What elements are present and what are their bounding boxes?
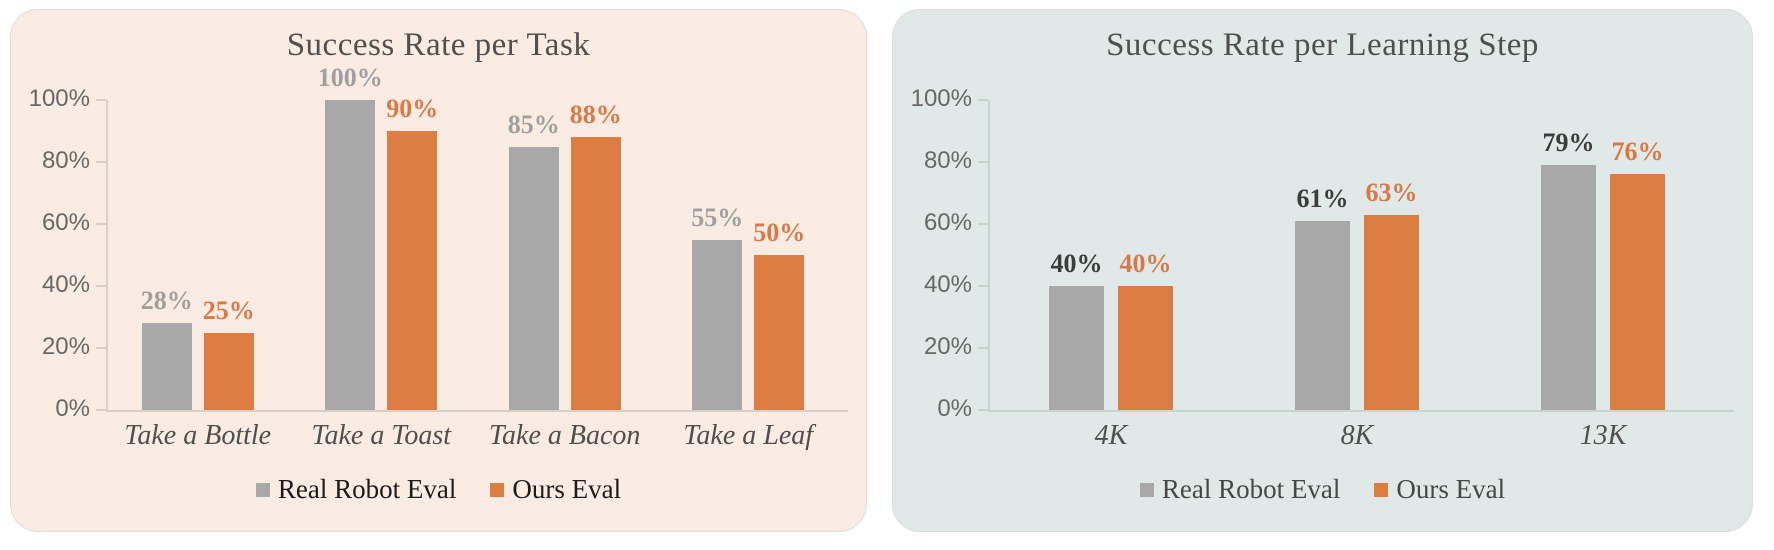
bar: 40% xyxy=(1049,249,1104,410)
y-tick-label: 100% xyxy=(28,85,90,112)
legend-item: Ours Eval xyxy=(1374,474,1505,505)
y-tick-label: 40% xyxy=(923,271,972,298)
legend-swatch-icon xyxy=(1139,482,1154,497)
y-tick-mark xyxy=(96,409,106,411)
y-tick-mark xyxy=(978,409,988,411)
bar: 28% xyxy=(141,286,193,410)
plot-region: 0% 20% 40% 60% 80% 100% 28% 25% 100% 90% 85% 88% 55… xyxy=(11,63,866,422)
bar: 61% xyxy=(1295,184,1350,410)
bar: 63% xyxy=(1364,178,1419,410)
x-category-label: Take a Leaf xyxy=(683,420,814,451)
y-tick-label: 60% xyxy=(41,209,90,236)
bar: 88% xyxy=(570,100,622,410)
y-tick-mark xyxy=(978,347,988,349)
bar: 55% xyxy=(691,203,743,410)
bar: 79% xyxy=(1541,128,1596,410)
legend-label: Real Robot Eval xyxy=(1161,474,1341,504)
legend-swatch-icon xyxy=(490,482,505,497)
legend-label: Ours Eval xyxy=(512,474,622,504)
chart-title: Success Rate per Learning Step xyxy=(1106,27,1539,63)
y-axis: 0% 20% 40% 60% 80% 100% xyxy=(11,85,106,422)
plot-area: 40% 40% 61% 63% 79% 76% xyxy=(988,100,1734,412)
bar-value-label: 55% xyxy=(691,202,744,232)
legend-swatch-icon xyxy=(255,482,270,497)
y-axis-line xyxy=(988,100,990,412)
bar-value-label: 50% xyxy=(753,218,806,247)
y-tick-label: 100% xyxy=(910,85,972,112)
bar-group: 100% 90% xyxy=(290,63,474,410)
bar: 85% xyxy=(508,110,560,410)
y-tick-mark xyxy=(96,161,106,163)
x-category-label: Take a Bottle xyxy=(124,420,272,451)
bar: 100% xyxy=(318,63,383,410)
bar-groups: 40% 40% 61% 63% 79% 76% xyxy=(988,100,1726,410)
bar-value-label: 40% xyxy=(1050,249,1103,278)
bar-value-label: 88% xyxy=(569,100,622,130)
y-tick-label: 20% xyxy=(923,333,972,360)
bar-group: 61% 63% xyxy=(1234,178,1480,410)
bar-group: 85% 88% xyxy=(473,100,657,410)
bar-group: 40% 40% xyxy=(988,249,1234,410)
legend-label: Real Robot Eval xyxy=(277,474,457,504)
bar-value-label: 90% xyxy=(386,94,439,123)
x-category-label: 13K xyxy=(1579,420,1627,451)
x-category-label: 8K xyxy=(1340,420,1374,451)
bar: 40% xyxy=(1118,249,1173,410)
y-tick-mark xyxy=(978,99,988,101)
y-tick-label: 0% xyxy=(937,395,972,422)
bar: 76% xyxy=(1610,137,1665,410)
y-tick-label: 20% xyxy=(41,333,90,360)
bar-value-label: 63% xyxy=(1365,177,1418,207)
bar-group: 28% 25% xyxy=(106,286,290,410)
y-tick-label: 60% xyxy=(923,209,972,236)
bar-value-label: 25% xyxy=(202,295,255,325)
legend-item: Real Robot Eval xyxy=(1139,474,1341,505)
legend-item: Real Robot Eval xyxy=(255,474,457,505)
bar-groups: 28% 25% 100% 90% 85% 88% 55% 50% xyxy=(106,63,841,410)
legend-swatch-icon xyxy=(1374,482,1389,497)
bar: 25% xyxy=(203,296,255,410)
y-tick-mark xyxy=(96,285,106,287)
bar-value-label: 28% xyxy=(140,286,193,316)
plot-region: 0% 20% 40% 60% 80% 100% 40% 40% 61% 63% 79% 76% xyxy=(893,85,1752,422)
y-tick-mark xyxy=(96,223,106,225)
x-category-label: Take a Toast xyxy=(311,420,452,451)
y-tick-mark xyxy=(96,99,106,101)
y-tick-label: 40% xyxy=(41,271,90,298)
bar-value-label: 40% xyxy=(1119,249,1172,278)
x-axis-line xyxy=(988,410,1734,412)
y-tick-label: 80% xyxy=(41,147,90,174)
bar-value-label: 79% xyxy=(1542,128,1595,158)
legend-label: Ours Eval xyxy=(1396,474,1506,504)
chart-title: Success Rate per Task xyxy=(286,27,591,63)
y-tick-mark xyxy=(978,285,988,287)
legend: Real Robot Eval Ours Eval xyxy=(893,474,1752,505)
y-tick-mark xyxy=(978,161,988,163)
bar-group: 55% 50% xyxy=(657,203,841,410)
y-tick-mark xyxy=(96,347,106,349)
bar-value-label: 61% xyxy=(1296,183,1349,213)
x-axis-line xyxy=(106,410,848,412)
y-tick-mark xyxy=(978,223,988,225)
y-tick-label: 0% xyxy=(55,395,90,422)
bar: 90% xyxy=(386,94,438,410)
y-axis-line xyxy=(106,100,108,412)
bar-group: 79% 76% xyxy=(1480,128,1726,410)
plot-area: 28% 25% 100% 90% 85% 88% 55% 50% xyxy=(106,63,848,412)
x-axis-labels: Take a Bottle Take a Toast Take a Bacon Tak… xyxy=(106,420,840,452)
chart-panel-success-rate-per-task: Success Rate per Task 0% 20% 40% 60% 80% 100%… xyxy=(10,9,867,532)
y-axis: 0% 20% 40% 60% 80% 100% xyxy=(893,85,988,422)
bar-value-label: 76% xyxy=(1611,137,1664,167)
x-axis-labels: 4K 8K 13K xyxy=(988,420,1726,452)
y-tick-label: 80% xyxy=(923,147,972,174)
x-category-label: Take a Bacon xyxy=(489,420,641,451)
legend-item: Ours Eval xyxy=(490,474,621,505)
bar-value-label: 100% xyxy=(317,63,383,92)
bar-value-label: 85% xyxy=(507,109,560,139)
x-category-label: 4K xyxy=(1094,420,1128,451)
bar: 50% xyxy=(753,218,805,410)
chart-panel-success-rate-per-learning-step: Success Rate per Learning Step 0% 20% 40% 6… xyxy=(892,9,1753,532)
legend: Real Robot Eval Ours Eval xyxy=(11,474,866,505)
